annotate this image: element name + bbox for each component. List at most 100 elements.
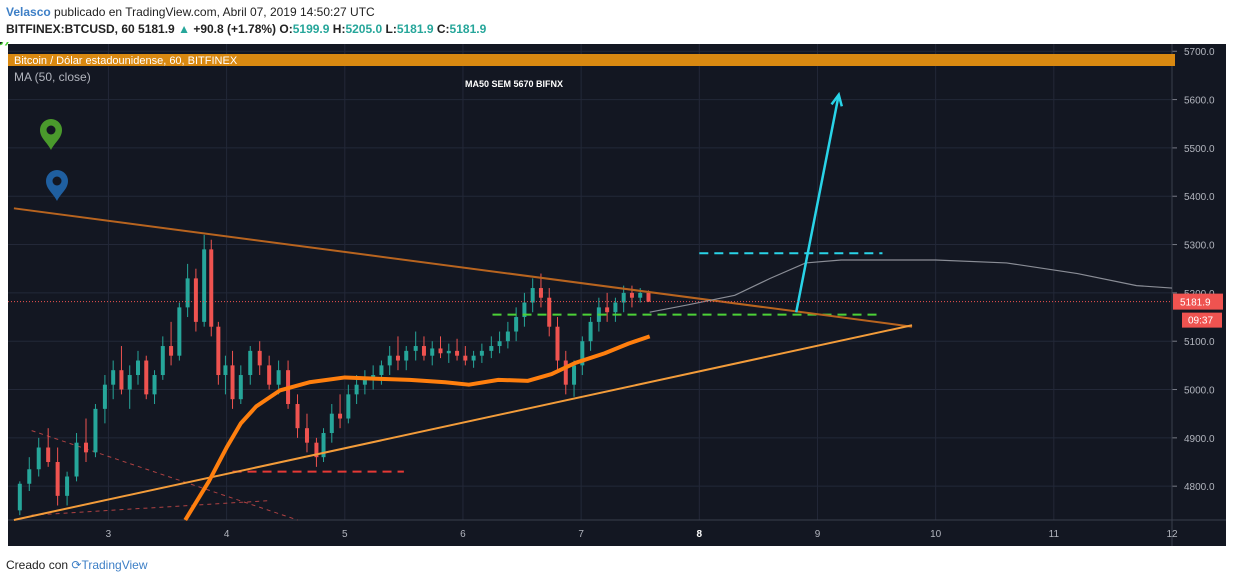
target-arrow-head <box>830 91 844 107</box>
candle <box>65 476 70 496</box>
candle <box>295 404 300 429</box>
price-chart[interactable]: 4800.04900.05000.05100.05200.05300.05400… <box>0 42 1228 548</box>
last-price-tag <box>1173 293 1223 310</box>
close-value: 5181.9 <box>449 22 487 36</box>
candle <box>413 346 418 351</box>
countdown-label: 09:37 <box>1188 316 1213 327</box>
candle <box>455 350 460 356</box>
candle <box>223 365 228 376</box>
price-axis-area <box>1172 44 1226 520</box>
ohlc-header: BITFINEX:BTCUSD, 60 5181.9 ▲ +90.8 (+1.7… <box>6 22 486 36</box>
candle <box>522 302 527 318</box>
candle <box>102 384 107 409</box>
candle <box>346 394 351 419</box>
candle <box>119 370 124 390</box>
published-text: publicado en TradingView.com, Abril 07, … <box>54 5 375 19</box>
candle <box>379 365 384 376</box>
candle <box>238 375 243 400</box>
candle <box>74 442 79 477</box>
chart-title: Bitcoin / Dólar estadounidense, 60, BITF… <box>14 55 238 67</box>
candle <box>177 307 182 356</box>
candle <box>111 370 116 385</box>
tradingview-logo-icon[interactable]: ⟳ <box>71 558 82 572</box>
candle <box>471 355 476 361</box>
x-tick-label: 10 <box>930 529 942 540</box>
candle <box>27 469 32 484</box>
candle <box>202 249 207 322</box>
y-tick-label: 5700.0 <box>1184 47 1215 58</box>
candle <box>83 442 88 453</box>
ma-projection-line <box>649 259 1173 313</box>
y-tick-label: 5600.0 <box>1184 96 1215 107</box>
wave-label: (3) <box>0 42 10 46</box>
blue-map-pin-icon-hole <box>52 176 62 186</box>
candle <box>563 360 568 385</box>
candle <box>629 292 634 298</box>
candle <box>321 433 326 458</box>
candle <box>479 350 484 356</box>
y-tick-label: 5100.0 <box>1184 337 1215 348</box>
trendline-lower <box>13 324 913 521</box>
close-label: C: <box>436 22 450 36</box>
x-tick-label: 5 <box>342 529 348 540</box>
candle <box>530 288 535 303</box>
candle <box>580 341 585 366</box>
candle <box>46 447 51 463</box>
low-value: 5181.9 <box>396 22 434 36</box>
target-arrow-line <box>794 94 840 313</box>
candle <box>395 355 400 361</box>
footer: Creado con ⟳TradingView <box>6 558 148 572</box>
trendline-upper <box>13 207 913 328</box>
x-tick-label: 9 <box>815 529 821 540</box>
change-value: +90.8 (+1.78%) <box>193 22 277 36</box>
candle <box>144 360 149 395</box>
candle <box>127 375 132 390</box>
candle <box>621 292 626 303</box>
y-tick-label: 4800.0 <box>1184 482 1215 493</box>
candle <box>216 326 221 376</box>
candle <box>421 346 426 356</box>
chart-annotation: MA50 SEM 5670 BIFNX <box>465 79 563 89</box>
up-arrow-icon: ▲ <box>178 22 190 36</box>
wave-label: (1) <box>0 42 10 46</box>
candle <box>362 379 367 385</box>
candle <box>36 447 41 470</box>
candle <box>267 365 272 385</box>
candle <box>276 370 281 385</box>
x-tick-label: 7 <box>578 529 584 540</box>
title-bar <box>8 54 1175 66</box>
candle <box>446 350 451 354</box>
publish-info: Velasco publicado en TradingView.com, Ab… <box>6 5 375 19</box>
wave-point <box>0 42 4 46</box>
candle <box>169 346 174 356</box>
x-tick-label: 11 <box>1049 529 1060 540</box>
candle <box>555 326 560 361</box>
candle <box>572 365 577 385</box>
candle <box>638 292 643 298</box>
old-wedge-line <box>31 430 298 521</box>
green-map-pin-icon-hole <box>46 125 56 135</box>
low-label: L: <box>385 22 397 36</box>
candle <box>489 346 494 351</box>
candle <box>387 355 392 366</box>
y-tick-label: 4900.0 <box>1184 434 1215 445</box>
author-name[interactable]: Velasco <box>6 5 51 19</box>
time-axis-area <box>8 520 1226 546</box>
candle <box>404 350 409 361</box>
high-value: 5205.0 <box>345 22 383 36</box>
candle <box>338 413 343 419</box>
last-price-label: 5181.9 <box>1180 298 1211 309</box>
candle <box>160 346 165 376</box>
brand-link[interactable]: TradingView <box>81 558 148 572</box>
candle <box>185 278 190 308</box>
high-label: H: <box>332 22 346 36</box>
y-tick-label: 5500.0 <box>1184 144 1215 155</box>
wave-label: (4) <box>0 42 10 46</box>
x-tick-label: 6 <box>460 529 466 540</box>
open-label: O: <box>279 22 293 36</box>
plot-area <box>8 44 1172 520</box>
candle <box>314 442 319 458</box>
candle <box>152 375 157 395</box>
candle <box>135 360 140 376</box>
candle <box>209 249 214 327</box>
